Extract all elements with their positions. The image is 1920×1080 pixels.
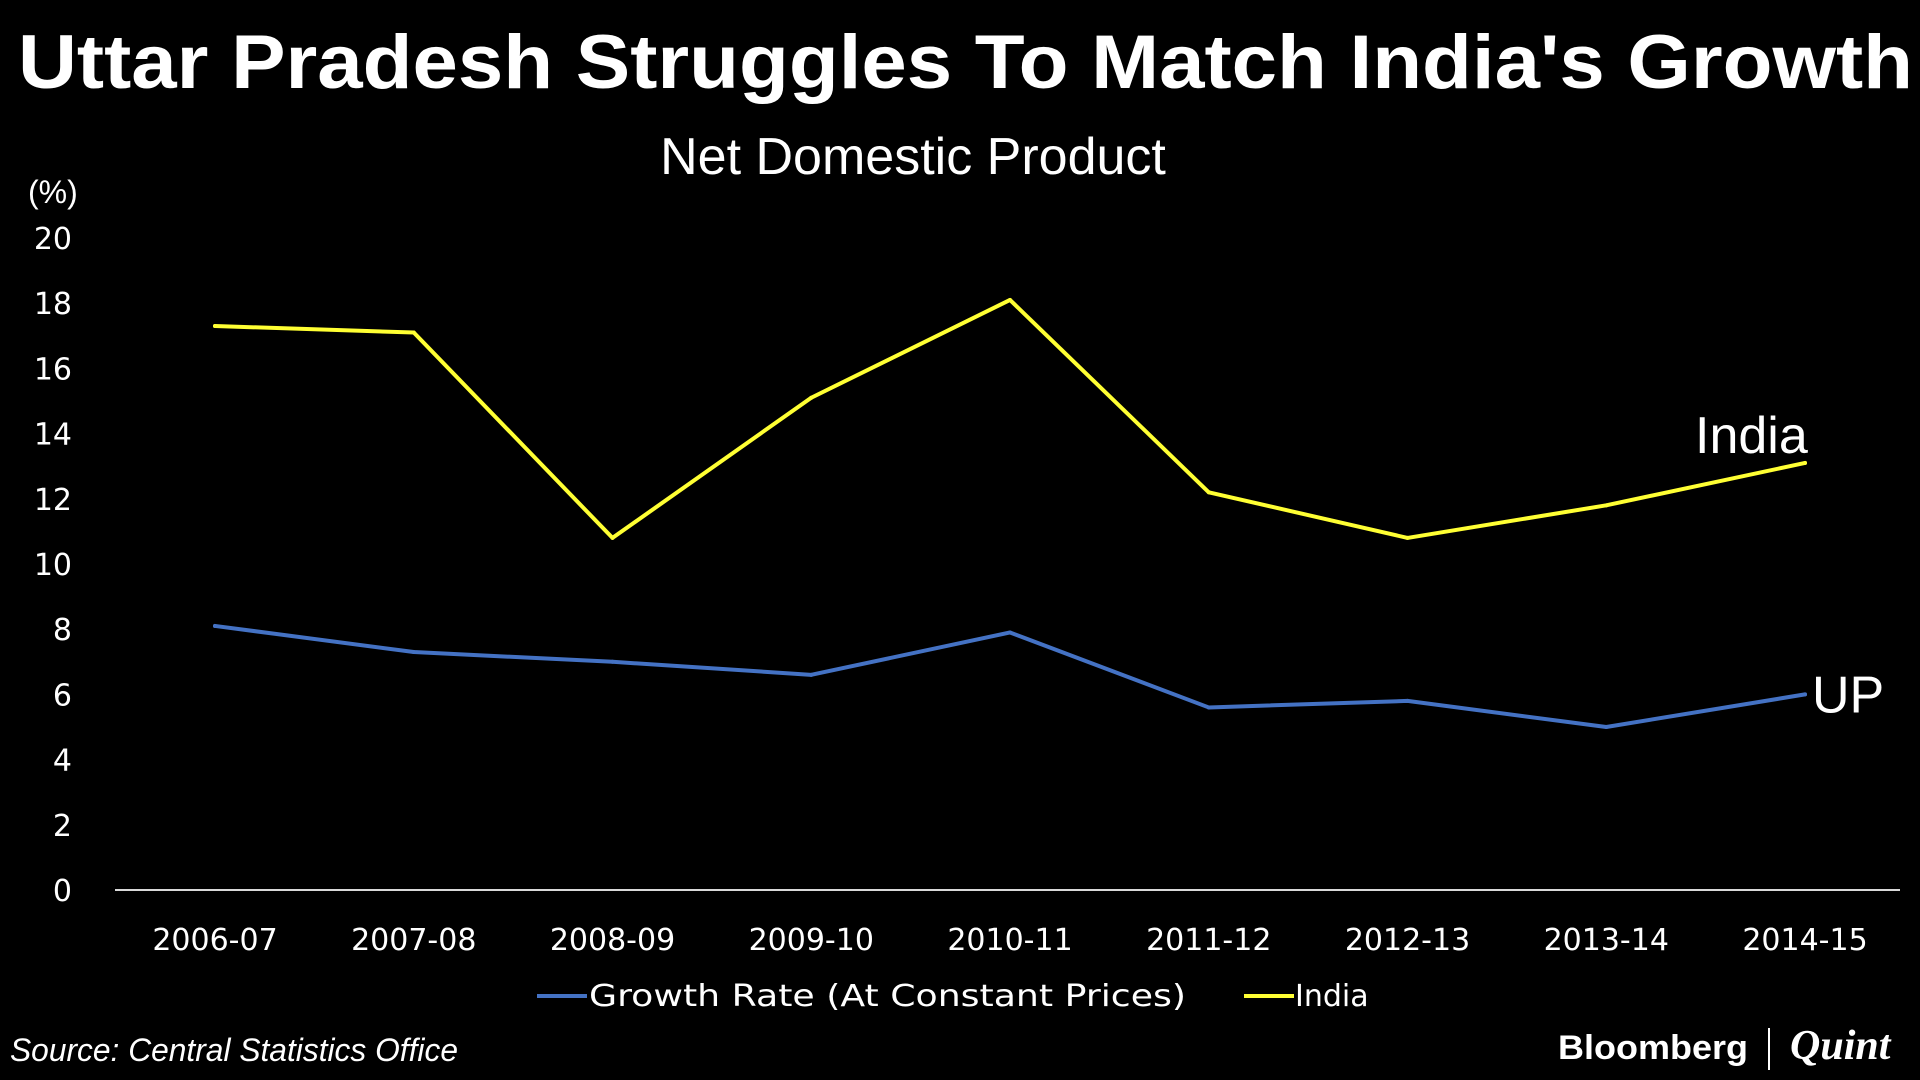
y-tick-label: 18 — [34, 287, 72, 322]
series-line-up — [213, 623, 1807, 729]
x-tick-label: 2006-07 — [152, 923, 277, 958]
series-lines — [213, 297, 1807, 729]
x-tick-label: 2009-10 — [749, 923, 874, 958]
data-point-india — [610, 535, 615, 540]
page-title: Uttar Pradesh Struggles To Match India's… — [18, 20, 1913, 105]
brand-quint: Quint — [1790, 1023, 1892, 1069]
x-tick-label: 2008-09 — [550, 923, 675, 958]
legend: Growth Rate (At Constant Prices) India — [537, 979, 1369, 1014]
data-point-up — [213, 623, 217, 628]
x-tick-label: 2014-15 — [1742, 923, 1867, 958]
data-point-up — [1803, 692, 1807, 697]
y-tick-label: 2 — [53, 809, 72, 844]
x-tick-label: 2010-11 — [947, 923, 1072, 958]
y-tick-label: 12 — [34, 483, 72, 518]
data-point-up — [610, 659, 615, 664]
chart-subtitle: Net Domestic Product — [660, 128, 1166, 186]
y-axis-label: (%) — [28, 174, 78, 210]
x-tick-label: 2012-13 — [1345, 923, 1470, 958]
data-point-up — [1604, 725, 1609, 729]
legend-label-india: India — [1295, 979, 1369, 1014]
series-label-india: India — [1695, 407, 1808, 465]
data-point-up — [809, 672, 814, 677]
y-tick-label: 10 — [34, 548, 72, 583]
y-tick-label: 14 — [34, 418, 72, 453]
data-point-india — [1405, 535, 1410, 540]
brand-bloomberg: Bloomberg — [1558, 1029, 1748, 1067]
x-tick-label: 2007-08 — [351, 923, 476, 958]
y-tick-label: 20 — [34, 222, 72, 257]
data-point-india — [1803, 460, 1807, 465]
y-tick-label: 6 — [53, 678, 72, 713]
y-axis-ticks: 0 2 4 6 8 10 12 14 16 18 20 — [34, 222, 72, 909]
series-line-india — [213, 297, 1807, 540]
y-tick-label: 0 — [53, 874, 72, 909]
data-point-india — [1206, 490, 1211, 495]
x-axis-ticks: 2006-07 2007-08 2008-09 2009-10 2010-11 2011-… — [152, 923, 1867, 958]
data-point-up — [411, 650, 416, 655]
data-point-up — [1008, 630, 1012, 635]
series-end-labels: UP India — [1695, 407, 1884, 724]
x-tick-label: 2013-14 — [1544, 923, 1669, 958]
legend-label-up: Growth Rate (At Constant Prices) — [589, 979, 1186, 1014]
data-point-up — [1206, 705, 1211, 710]
data-point-india — [411, 330, 416, 335]
data-point-up — [1405, 698, 1410, 703]
x-tick-label: 2011-12 — [1146, 923, 1271, 958]
branding: Bloomberg Quint — [1558, 1023, 1892, 1070]
data-point-india — [809, 395, 814, 400]
y-tick-label: 16 — [34, 352, 72, 387]
data-point-india — [1604, 503, 1609, 508]
data-point-india — [1008, 297, 1012, 302]
y-tick-label: 4 — [53, 744, 72, 779]
series-label-up: UP — [1812, 666, 1884, 724]
data-point-india — [213, 324, 217, 329]
source-note: Source: Central Statistics Office — [10, 1032, 458, 1068]
y-tick-label: 8 — [53, 613, 72, 648]
